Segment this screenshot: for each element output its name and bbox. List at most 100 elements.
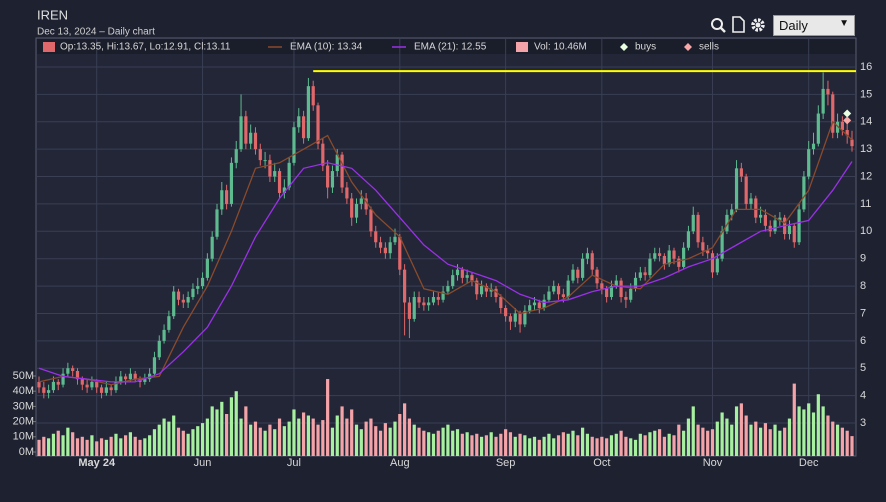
- volume-bar: [624, 436, 628, 456]
- volume-bar: [720, 412, 724, 456]
- candle-body: [225, 190, 229, 204]
- legend-swatch: [516, 42, 528, 52]
- volume-bar: [590, 436, 594, 456]
- candle-body: [528, 305, 532, 311]
- volume-bar: [321, 420, 325, 456]
- candle-body: [499, 297, 503, 308]
- volume-bar: [436, 430, 440, 456]
- candle-body: [831, 94, 835, 133]
- volume-bar: [119, 438, 123, 456]
- volume-bar: [725, 418, 729, 456]
- volume-bar: [730, 424, 734, 456]
- candle-body: [686, 231, 691, 248]
- volume-bar: [273, 429, 277, 456]
- candle-body: [460, 269, 464, 278]
- candle-body: [47, 390, 51, 393]
- candle-body: [273, 171, 277, 177]
- candle-body: [123, 376, 128, 380]
- candle-body: [282, 187, 286, 193]
- volume-bar: [378, 430, 383, 456]
- volume-bar: [61, 435, 65, 456]
- volume-bar: [292, 409, 296, 456]
- candle-body: [653, 253, 657, 259]
- volume-bar: [210, 406, 214, 456]
- legend-label: Op:13.35, Hi:13.67, Lo:12.91, Cl:13.11: [60, 42, 231, 53]
- candle-body: [802, 176, 806, 210]
- volume-bar: [403, 403, 407, 456]
- candle-body: [518, 313, 522, 325]
- volume-bar: [311, 418, 315, 456]
- volume-bar: [696, 424, 700, 456]
- candle-body: [672, 250, 676, 259]
- candle-body: [677, 258, 681, 267]
- candle-body: [754, 198, 758, 218]
- volume-bar: [99, 438, 104, 456]
- candle-body: [431, 297, 436, 303]
- y-tick-label: 9: [860, 253, 866, 265]
- interval-select[interactable]: Daily ▼: [773, 15, 855, 36]
- volume-bar: [682, 430, 686, 456]
- candle-body: [234, 149, 238, 163]
- volume-bar: [528, 438, 532, 456]
- volume-bar: [831, 421, 835, 456]
- volume-bar: [783, 427, 787, 456]
- candle-body: [629, 288, 633, 300]
- volume-bar: [167, 421, 171, 456]
- volume-bar: [758, 427, 763, 456]
- volume-bar: [95, 441, 99, 456]
- volume-bar: [215, 409, 219, 456]
- volume-bar: [840, 427, 844, 456]
- volume-bar: [763, 423, 768, 456]
- volume-bar: [393, 421, 397, 456]
- volume-bar: [234, 391, 238, 456]
- volume-bar: [585, 433, 590, 456]
- volume-bar: [657, 429, 662, 456]
- volume-bar: [186, 433, 190, 456]
- x-tick-label: Sep: [496, 457, 516, 469]
- candle-body: [167, 316, 171, 330]
- volume-bar: [220, 401, 224, 456]
- volume-bar: [773, 424, 777, 456]
- candle-body: [537, 302, 541, 308]
- volume-bar: [845, 430, 849, 456]
- candle-body: [749, 198, 753, 204]
- legend-swatch: [684, 43, 692, 51]
- volume-bar: [701, 427, 705, 456]
- legend-label: EMA (21): 12.55: [414, 42, 487, 53]
- y2-tick-label: 20M: [13, 416, 34, 428]
- candle-body: [253, 132, 258, 150]
- volume-bar: [446, 424, 450, 456]
- candle-body: [99, 387, 104, 393]
- volume-bar: [335, 415, 339, 456]
- marker: [843, 116, 852, 125]
- volume-bar: [345, 418, 349, 456]
- zoom-icon[interactable]: [711, 18, 726, 33]
- marker: [843, 109, 852, 118]
- y2-tick-label: 50M: [13, 370, 34, 382]
- candle-body: [191, 288, 195, 298]
- volume-bar: [787, 418, 792, 456]
- volume-bar: [244, 406, 248, 456]
- candle-body: [398, 236, 402, 270]
- ema-line: [38, 120, 853, 386]
- volume-bar: [455, 429, 460, 456]
- volume-bar: [417, 427, 421, 456]
- volume-bar: [653, 430, 657, 456]
- volume-bar: [633, 439, 638, 456]
- y2-tick-label: 40M: [13, 385, 34, 397]
- y-tick-label: 13: [860, 143, 872, 155]
- volume-bar: [614, 433, 618, 456]
- volume-bar: [532, 436, 537, 456]
- volume-bar: [523, 435, 527, 456]
- candle-body: [835, 121, 840, 133]
- volume-bar: [441, 427, 445, 456]
- file-icon[interactable]: [732, 16, 745, 33]
- legend-label: EMA (10): 13.34: [290, 42, 363, 53]
- volume-bar: [556, 435, 561, 456]
- candle-body: [37, 381, 41, 388]
- candle-body: [821, 88, 825, 114]
- settings-icon[interactable]: [751, 18, 765, 32]
- volume-bar: [768, 429, 772, 456]
- candle-body: [388, 242, 392, 254]
- volume-bar: [739, 403, 743, 456]
